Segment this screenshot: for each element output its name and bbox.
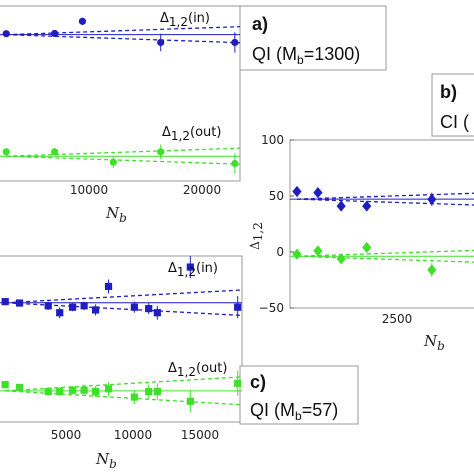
series-out-point: [157, 148, 165, 156]
panel-a: a) QI (Mb=1300) Δ1,2(in) Δ1,2(out) 10000…: [0, 5, 387, 225]
series-in-point: [130, 303, 138, 311]
series-in-upper-dashed-line: [5, 289, 242, 304]
series-in-point: [145, 304, 153, 313]
series-in-point: [69, 303, 77, 311]
panel-a-label-box: [239, 5, 387, 71]
panel-b-x-axis-label: Nb: [423, 332, 445, 353]
series-out-point: [313, 245, 323, 257]
panel-a-annotation-in: Δ1,2(in): [160, 11, 210, 29]
series-out-point: [130, 393, 138, 401]
panel-b-letter: b): [440, 82, 457, 102]
series-out-point: [51, 148, 59, 156]
series-out-lower-dashed-line: [296, 255, 474, 263]
panel-a-title: QI (Mb=1300): [252, 44, 360, 67]
series-in-point: [234, 303, 242, 311]
series-out-point: [362, 241, 372, 254]
series-out-point: [56, 387, 64, 396]
series-out-upper-dashed-line: [5, 376, 242, 392]
series-out-point: [92, 387, 100, 396]
series-out-point: [104, 385, 113, 393]
series-out-point: [231, 159, 239, 168]
series-in-point: [231, 38, 239, 47]
series-in-upper-dashed-line: [6, 26, 240, 36]
series-in-point: [44, 302, 52, 310]
series-in-upper-dashed-line: [296, 192, 474, 200]
series-in-point: [336, 200, 346, 212]
panel-c-x-tick-2: 10000: [114, 428, 152, 442]
panel-c-label-box: [239, 365, 359, 425]
series-out-point: [109, 158, 117, 166]
series-in-point: [51, 29, 59, 38]
panel-b-title: CI (: [440, 112, 469, 132]
series-out-point: [145, 387, 153, 396]
panel-a-plot-frame: [0, 5, 241, 182]
panel-c-letter: c): [250, 372, 266, 392]
series-in-point: [427, 193, 437, 205]
panel-c-annotation-out: Δ1,2(out): [168, 361, 227, 379]
panel-b-y-axis-label: Δ1,2: [248, 222, 265, 250]
series-in-point: [153, 309, 161, 317]
series-in-point: [362, 200, 372, 212]
series-in-point: [15, 299, 24, 307]
panel-b-y-tick-label: −50: [259, 301, 284, 315]
series-out-point: [69, 386, 77, 394]
series-in-point: [78, 17, 87, 25]
panel-b-label-box: [431, 73, 474, 137]
panel-b-y-tick-label: 0: [276, 245, 284, 259]
series-in-point: [186, 263, 194, 271]
panel-c-x-tick-3: 15000: [181, 428, 219, 442]
series-out-point: [44, 387, 52, 396]
series-out-point: [427, 264, 437, 276]
panel-c-title: QI (Mb=57): [250, 400, 338, 423]
series-out-point: [186, 397, 194, 405]
panel-c-plot-frame: [0, 255, 243, 423]
panel-a-x-tick-2: 20000: [183, 183, 221, 197]
panel-c-annotation-in: Δ1,2(in): [168, 261, 218, 279]
panel-a-x-axis-label: Nb: [105, 204, 127, 225]
panel-c: c) QI (Mb=57) Δ1,2(in) Δ1,2(out) 5000 10…: [0, 255, 359, 471]
series-out-point: [292, 248, 302, 260]
series-in-point: [157, 38, 165, 47]
series-in-point: [1, 298, 9, 306]
panel-a-annotation-out: Δ1,2(out): [162, 125, 221, 143]
panel-b-y-tick-label: 50: [269, 189, 284, 203]
panel-2-plot-area: [0, 256, 242, 413]
series-out-point: [234, 379, 242, 387]
series-in-lower-dashed-line: [6, 34, 240, 44]
series-in-point: [56, 309, 64, 317]
series-out-upper-dashed-line: [6, 147, 240, 157]
series-out-point: [2, 148, 10, 156]
panel-b-x-tick-1: 2500: [382, 312, 413, 326]
series-out-point: [80, 386, 88, 394]
panel-a-x-tick-1: 10000: [70, 183, 108, 197]
series-out-point: [15, 383, 24, 392]
series-in-point: [292, 185, 302, 198]
series-out-upper-dashed-line: [296, 249, 474, 257]
series-in-point: [80, 302, 88, 310]
series-out-point: [1, 381, 9, 389]
series-out-lower-dashed-line: [5, 390, 242, 406]
series-in-point: [2, 30, 10, 38]
series-in-point: [92, 306, 100, 314]
series-out-lower-dashed-line: [6, 155, 240, 165]
panel-c-x-axis-label: Nb: [95, 450, 117, 471]
panel-1-plot-area: [290, 185, 474, 277]
series-out-point: [153, 387, 161, 396]
series-in-lower-dashed-line: [5, 302, 242, 317]
series-in-point: [313, 187, 323, 199]
panel-b: b) CI ( 100 50 0 −50 2500 Nb Δ1,2: [248, 73, 474, 353]
panel-c-x-tick-1: 5000: [51, 428, 82, 442]
series-in-lower-dashed-line: [296, 198, 474, 206]
series-out-point: [336, 253, 346, 265]
panel-b-y-tick-label: 100: [261, 133, 284, 147]
panel-b-plot-frame: [289, 139, 474, 309]
panel-a-letter: a): [252, 14, 268, 34]
panel-0-plot-area: [0, 17, 240, 174]
series-in-point: [104, 282, 113, 291]
